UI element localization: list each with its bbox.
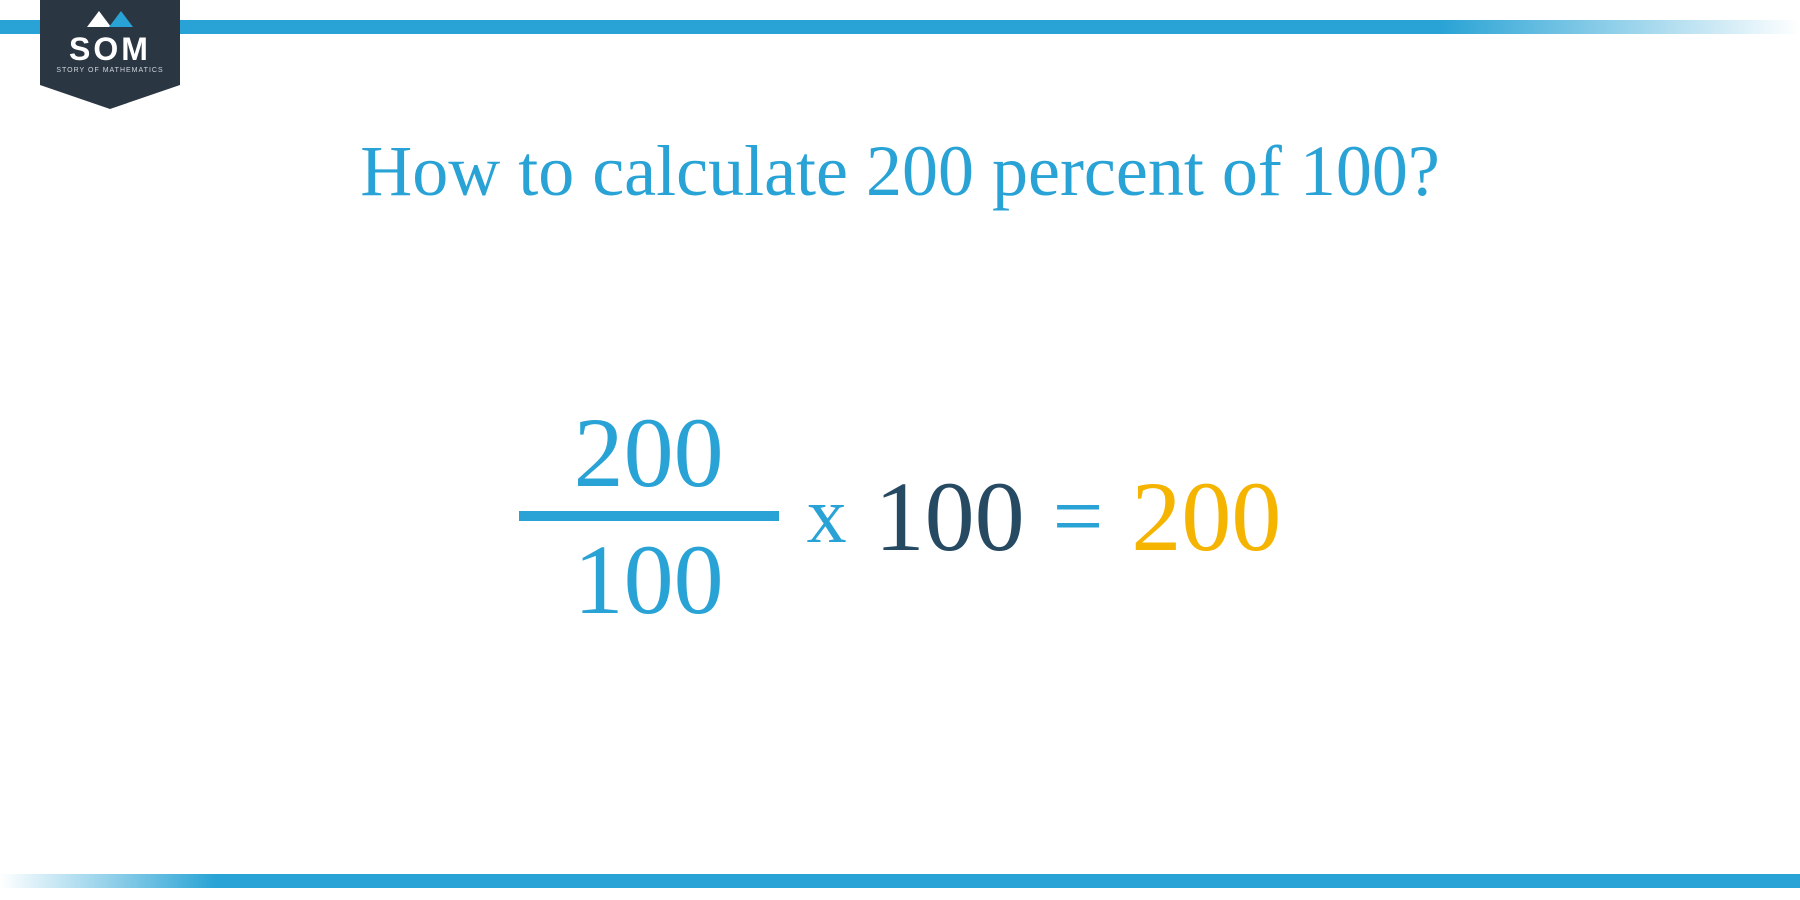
top-accent-bar: [0, 20, 1800, 34]
page-title: How to calculate 200 percent of 100?: [0, 130, 1800, 213]
multiplicand: 100: [875, 459, 1025, 574]
bottom-accent-bar: [0, 874, 1800, 888]
equals-sign: =: [1053, 465, 1104, 568]
brand-tagline: STORY OF MATHEMATICS: [56, 67, 163, 74]
result-value: 200: [1131, 459, 1281, 574]
times-symbol: x: [807, 471, 847, 562]
fraction-denominator: 100: [574, 527, 724, 632]
equation-row: 200 100 x 100 = 200: [0, 400, 1800, 632]
brand-logo-badge: SOM STORY OF MATHEMATICS: [40, 0, 180, 85]
logo-icon: [87, 11, 133, 27]
fraction-numerator: 200: [574, 400, 724, 505]
brand-name: SOM: [69, 33, 151, 65]
fraction-bar: [519, 511, 779, 521]
fraction: 200 100: [519, 400, 779, 632]
brand-logo-mark: [87, 11, 133, 27]
